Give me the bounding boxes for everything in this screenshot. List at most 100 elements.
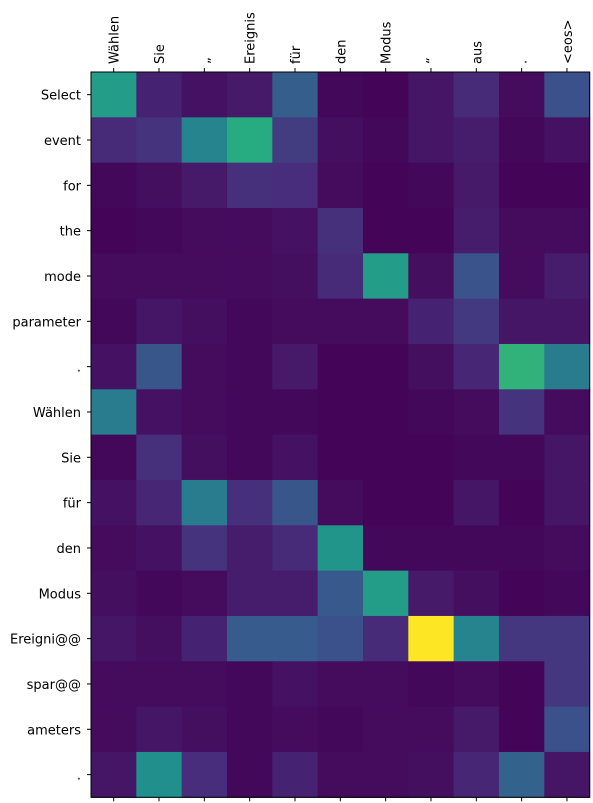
- heatmap-cell: [181, 570, 228, 617]
- heatmap-cell: [226, 751, 273, 798]
- heatmap-cell: [408, 298, 455, 345]
- heatmap-cell: [317, 706, 364, 753]
- heatmap-cell: [181, 706, 228, 753]
- heatmap-cell: [317, 570, 364, 617]
- heatmap-cell: [453, 389, 500, 436]
- heatmap-cell: [181, 72, 228, 118]
- heatmap-cell: [317, 479, 364, 526]
- heatmap-cell: [181, 525, 228, 572]
- heatmap-cell: [544, 661, 591, 708]
- heatmap-cell: [544, 298, 591, 345]
- heatmap-cell: [544, 434, 591, 481]
- heatmap-cell: [181, 751, 228, 798]
- plot-frame: [90, 71, 591, 798]
- heatmap-cell: [91, 570, 137, 617]
- heatmap-cell: [362, 162, 409, 209]
- heatmap-cell: [408, 706, 455, 753]
- heatmap-cell: [181, 479, 228, 526]
- heatmap-cell: [181, 253, 228, 300]
- heatmap-cell: [544, 570, 591, 617]
- heatmap-cell: [317, 298, 364, 345]
- heatmap-cell: [453, 570, 500, 617]
- heatmap-cell: [498, 434, 545, 481]
- y-tick-label: mode: [44, 270, 81, 285]
- heatmap-cell: [408, 615, 455, 662]
- heatmap-cell: [91, 615, 137, 662]
- heatmap-cell: [362, 207, 409, 254]
- y-tick-label: Ereigni@@: [10, 633, 81, 648]
- heatmap-cell: [453, 343, 500, 390]
- heatmap-cell: [317, 751, 364, 798]
- heatmap-cell: [362, 570, 409, 617]
- y-tick-label: spar@@: [27, 678, 81, 693]
- heatmap-cell: [408, 434, 455, 481]
- heatmap-cell: [498, 525, 545, 572]
- y-tick-label: parameter: [12, 315, 81, 330]
- heatmap-cell: [272, 434, 319, 481]
- heatmap-cell: [544, 615, 591, 662]
- heatmap-cell: [136, 615, 183, 662]
- heatmap-cell: [453, 525, 500, 572]
- heatmap-cell: [226, 207, 273, 254]
- heatmap-cell: [226, 117, 273, 164]
- heatmap-cell: [408, 72, 455, 118]
- heatmap-cell: [362, 615, 409, 662]
- heatmap-cell: [498, 253, 545, 300]
- y-tick-label: Modus: [39, 587, 82, 602]
- heatmap-cell: [453, 434, 500, 481]
- heatmap-cell: [408, 525, 455, 572]
- x-tick-label: <eos>: [561, 19, 576, 64]
- heatmap-cell: [226, 162, 273, 209]
- y-tick-label: Select: [41, 89, 81, 104]
- heatmap-cell: [136, 479, 183, 526]
- heatmap-cell: [362, 389, 409, 436]
- heatmap-cell: [453, 72, 500, 118]
- heatmap-cell: [498, 162, 545, 209]
- heatmap-cell: [544, 479, 591, 526]
- y-tick-label: für: [63, 497, 82, 512]
- heatmap-cell: [498, 706, 545, 753]
- heatmap-cell: [544, 751, 591, 798]
- heatmap-cell: [91, 207, 137, 254]
- heatmap-cell: [136, 207, 183, 254]
- heatmap-cell: [272, 751, 319, 798]
- heatmap-cell: [408, 207, 455, 254]
- heatmap-cell: [272, 389, 319, 436]
- heatmap-cell: [498, 207, 545, 254]
- heatmap-cell: [226, 298, 273, 345]
- heatmap-cell: [226, 479, 273, 526]
- heatmap-cell: [136, 162, 183, 209]
- heatmap-cell: [136, 72, 183, 118]
- heatmap-cell: [453, 207, 500, 254]
- heatmap-cell: [362, 751, 409, 798]
- heatmap-cell: [91, 117, 137, 164]
- heatmap-cell: [544, 343, 591, 390]
- heatmap-cell: [91, 343, 137, 390]
- heatmap-cell: [136, 253, 183, 300]
- heatmap-cell: [136, 661, 183, 708]
- heatmap-cell: [272, 72, 319, 118]
- y-tick-label: den: [57, 542, 82, 557]
- x-tick-label: für: [289, 45, 304, 64]
- heatmap-cell: [453, 751, 500, 798]
- heatmap-cell: [317, 162, 364, 209]
- y-tick-label: event: [44, 134, 81, 149]
- heatmap-cell: [453, 162, 500, 209]
- heatmap-cell: [362, 298, 409, 345]
- heatmap-cell: [272, 162, 319, 209]
- heatmap-cell: [408, 162, 455, 209]
- heatmap-cell: [226, 661, 273, 708]
- heatmap-cell: [408, 751, 455, 798]
- heatmap-cell: [362, 661, 409, 708]
- heatmap-cell: [91, 661, 137, 708]
- heatmap-cell: [544, 525, 591, 572]
- heatmap-cell: [544, 162, 591, 209]
- heatmap-cell: [408, 479, 455, 526]
- heatmap-cell: [362, 72, 409, 118]
- heatmap-cell: [136, 343, 183, 390]
- heatmap-cell: [272, 570, 319, 617]
- heatmap-cell: [91, 751, 137, 798]
- heatmap-cell: [272, 525, 319, 572]
- x-tick-label: Wählen: [108, 16, 123, 64]
- heatmap-cell: [317, 207, 364, 254]
